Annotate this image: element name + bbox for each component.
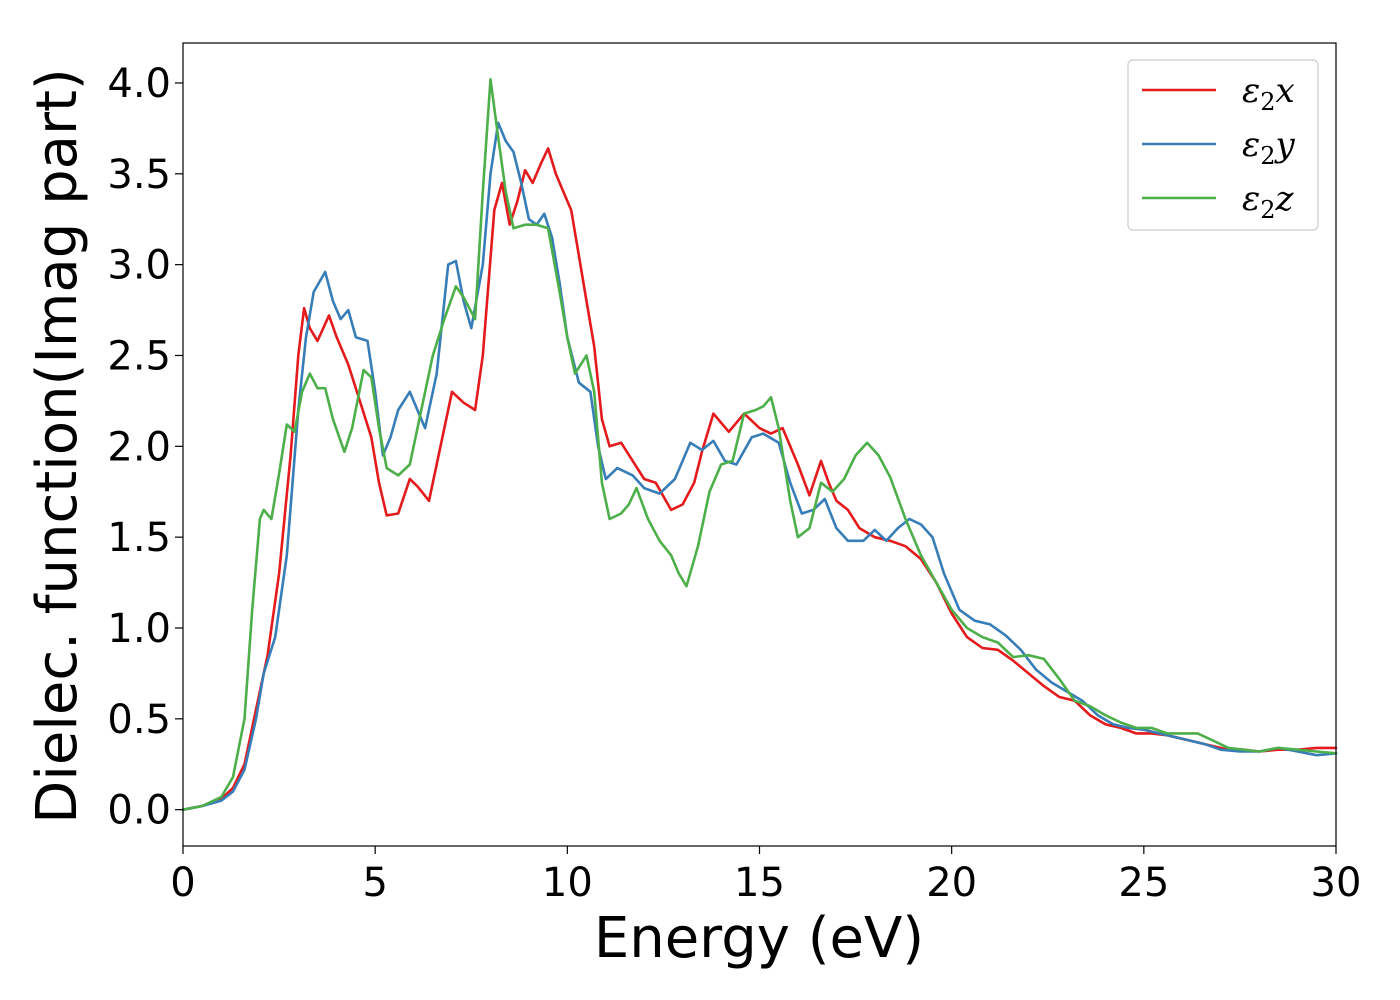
- y-axis-label: Dielec. function(Imag part): [25, 68, 90, 824]
- legend-label-x: ε2x: [1242, 71, 1295, 116]
- y-tick-label: 3.5: [107, 152, 171, 198]
- y-tick-label: 4.0: [107, 61, 171, 107]
- series-line-z: [181, 78, 1338, 811]
- y-tick-label: 1.5: [107, 515, 171, 561]
- x-tick-label: 15: [734, 860, 785, 906]
- x-tick-label: 5: [362, 860, 387, 906]
- y-tick-label: 0.0: [107, 788, 171, 834]
- y-tick-label: 3.0: [107, 243, 171, 289]
- y-tick-label: 1.0: [107, 606, 171, 652]
- legend-label-y: ε2y: [1242, 125, 1296, 170]
- x-axis: 0 5 10 15 20 25 30: [170, 846, 1361, 906]
- series-group: [181, 78, 1338, 811]
- legend-box: [1127, 59, 1319, 231]
- x-tick-label: 20: [926, 860, 977, 906]
- x-tick-label: 0: [170, 860, 195, 906]
- y-axis: 0.0 0.5 1.0 1.5 2.0 2.5 3.0 3.5 4.0: [107, 61, 183, 834]
- x-tick-label: 30: [1311, 860, 1362, 906]
- y-tick-label: 2.0: [107, 424, 171, 470]
- x-tick-label: 10: [542, 860, 593, 906]
- x-axis-label: Energy (eV): [594, 906, 924, 971]
- y-tick-label: 2.5: [107, 333, 171, 379]
- legend: ε2x ε2y ε2z: [1127, 59, 1319, 231]
- y-tick-label: 0.5: [107, 697, 171, 743]
- x-tick-label: 25: [1118, 860, 1169, 906]
- legend-label-z: ε2z: [1242, 179, 1295, 224]
